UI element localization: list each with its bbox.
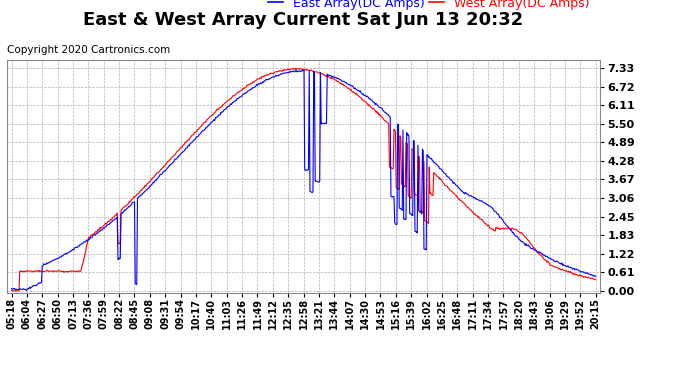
Text: East & West Array Current Sat Jun 13 20:32: East & West Array Current Sat Jun 13 20:…	[83, 11, 524, 29]
Text: Copyright 2020 Cartronics.com: Copyright 2020 Cartronics.com	[7, 45, 170, 55]
Legend: East Array(DC Amps), West Array(DC Amps): East Array(DC Amps), West Array(DC Amps)	[263, 0, 594, 15]
